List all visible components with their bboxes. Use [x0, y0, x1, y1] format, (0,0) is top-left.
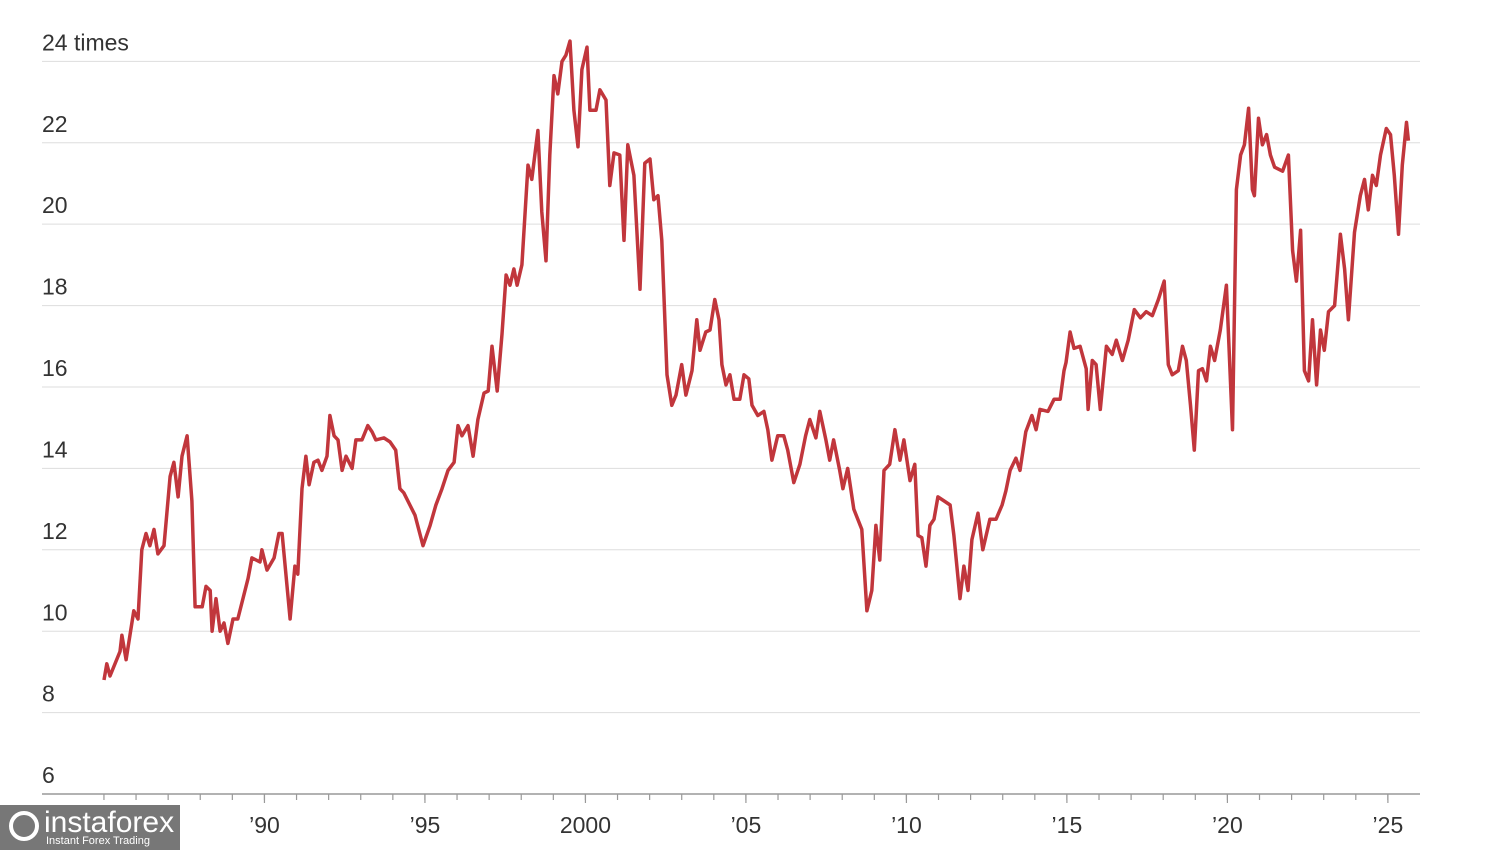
plot-area: 6 8 10 12 14 16 18 20 22 24 times ’90 ’95 2000 ’05 ’10… — [42, 29, 1420, 838]
x-tick-label: ’20 — [1212, 812, 1243, 838]
watermark-title: instaforex — [44, 806, 174, 839]
y-tick-label: 16 — [42, 355, 68, 381]
y-tick-label: 10 — [42, 599, 68, 625]
y-tick-label: 18 — [42, 274, 68, 300]
x-tick-label: ’05 — [731, 812, 762, 838]
y-tick-label: 24 times — [42, 29, 129, 55]
x-tick-label: ’15 — [1052, 812, 1083, 838]
x-tick-label: ’25 — [1373, 812, 1404, 838]
watermark: instaforex Instant Forex Trading — [0, 805, 180, 850]
x-tick-label: ’90 — [249, 812, 280, 838]
x-tick-label: ’95 — [410, 812, 441, 838]
watermark-icon — [9, 811, 39, 841]
y-tick-label: 22 — [42, 111, 68, 137]
x-tick-label: 2000 — [560, 812, 611, 838]
y-tick-label: 12 — [42, 518, 68, 544]
y-tick-label: 20 — [42, 192, 68, 218]
y-tick-label: 8 — [42, 681, 55, 707]
watermark-subtitle: Instant Forex Trading — [46, 835, 150, 847]
x-tick-label: ’10 — [891, 812, 922, 838]
y-tick-label: 14 — [42, 436, 68, 462]
data-line — [102, 39, 1411, 681]
y-tick-label: 6 — [42, 762, 55, 788]
